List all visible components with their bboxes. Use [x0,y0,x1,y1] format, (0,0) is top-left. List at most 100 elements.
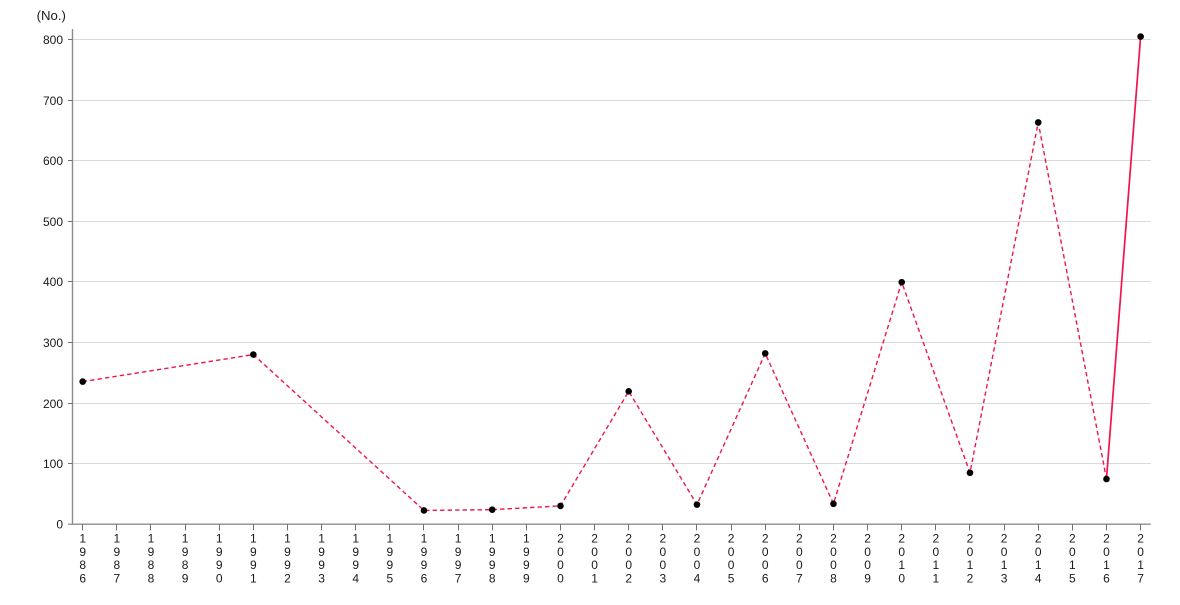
svg-text:0: 0 [898,571,905,585]
svg-text:1: 1 [352,531,359,545]
svg-text:0: 0 [728,545,735,559]
svg-text:0: 0 [694,558,701,572]
svg-text:0: 0 [625,545,632,559]
svg-text:9: 9 [352,558,359,572]
svg-text:0: 0 [830,545,837,559]
svg-text:1: 1 [79,531,86,545]
svg-text:1: 1 [148,531,155,545]
svg-text:1: 1 [318,531,325,545]
svg-text:7: 7 [1137,571,1144,585]
svg-text:2: 2 [762,531,769,545]
svg-text:9: 9 [489,545,496,559]
svg-text:0: 0 [557,571,564,585]
svg-text:9: 9 [386,558,393,572]
svg-text:2: 2 [694,531,701,545]
svg-text:5: 5 [386,571,393,585]
svg-text:2: 2 [1035,531,1042,545]
svg-text:0: 0 [762,558,769,572]
svg-text:9: 9 [284,545,291,559]
svg-text:6: 6 [79,571,86,585]
svg-text:1: 1 [489,531,496,545]
svg-text:0: 0 [864,558,871,572]
svg-text:3: 3 [318,571,325,585]
svg-text:0: 0 [1137,545,1144,559]
svg-text:2: 2 [1103,531,1110,545]
svg-text:9: 9 [455,545,462,559]
svg-text:1: 1 [216,531,223,545]
svg-text:0: 0 [864,545,871,559]
svg-text:100: 100 [43,457,63,471]
svg-text:1: 1 [933,558,940,572]
svg-text:1: 1 [455,531,462,545]
svg-text:3: 3 [1001,571,1008,585]
svg-text:5: 5 [728,571,735,585]
svg-text:9: 9 [523,558,530,572]
svg-text:400: 400 [43,275,63,289]
svg-text:0: 0 [659,558,666,572]
svg-text:1: 1 [898,558,905,572]
svg-text:1: 1 [1035,558,1042,572]
svg-text:0: 0 [933,545,940,559]
svg-text:2: 2 [625,571,632,585]
svg-text:0: 0 [1069,545,1076,559]
svg-text:9: 9 [148,545,155,559]
svg-text:200: 200 [43,397,63,411]
svg-text:0: 0 [830,558,837,572]
svg-text:800: 800 [43,33,63,47]
svg-text:0: 0 [694,545,701,559]
svg-text:4: 4 [352,571,359,585]
svg-text:9: 9 [182,545,189,559]
svg-text:2: 2 [625,531,632,545]
svg-text:0: 0 [625,558,632,572]
svg-text:1: 1 [967,558,974,572]
svg-text:1: 1 [1103,558,1110,572]
svg-text:0: 0 [898,545,905,559]
svg-text:8: 8 [148,571,155,585]
svg-text:1: 1 [386,531,393,545]
svg-text:1: 1 [250,571,257,585]
svg-text:0: 0 [591,545,598,559]
svg-text:8: 8 [830,571,837,585]
svg-text:0: 0 [216,571,223,585]
svg-text:6: 6 [762,571,769,585]
svg-text:6: 6 [421,571,428,585]
svg-text:9: 9 [421,558,428,572]
svg-text:8: 8 [113,558,120,572]
svg-text:2: 2 [830,531,837,545]
svg-text:9: 9 [864,571,871,585]
svg-text:0: 0 [557,545,564,559]
svg-text:7: 7 [455,571,462,585]
svg-text:9: 9 [113,545,120,559]
svg-text:9: 9 [386,545,393,559]
svg-text:2: 2 [864,531,871,545]
svg-text:9: 9 [318,545,325,559]
svg-text:9: 9 [352,545,359,559]
svg-text:9: 9 [523,571,530,585]
svg-text:2: 2 [898,531,905,545]
svg-text:7: 7 [113,571,120,585]
svg-text:(No.): (No.) [37,8,66,23]
svg-text:700: 700 [43,94,63,108]
svg-text:2: 2 [1137,531,1144,545]
svg-text:9: 9 [421,545,428,559]
svg-text:9: 9 [216,545,223,559]
svg-text:300: 300 [43,336,63,350]
svg-text:4: 4 [1035,571,1042,585]
svg-text:500: 500 [43,215,63,229]
svg-text:9: 9 [523,545,530,559]
svg-text:2: 2 [967,571,974,585]
svg-text:9: 9 [318,558,325,572]
svg-text:0: 0 [591,558,598,572]
svg-text:2: 2 [967,531,974,545]
svg-text:0: 0 [967,545,974,559]
svg-text:9: 9 [284,558,291,572]
svg-text:8: 8 [182,558,189,572]
svg-text:2: 2 [1001,531,1008,545]
svg-text:2: 2 [557,531,564,545]
svg-text:1: 1 [250,531,257,545]
svg-text:8: 8 [489,571,496,585]
svg-text:0: 0 [796,545,803,559]
svg-text:1: 1 [182,531,189,545]
svg-text:2: 2 [284,571,291,585]
svg-text:1: 1 [933,571,940,585]
